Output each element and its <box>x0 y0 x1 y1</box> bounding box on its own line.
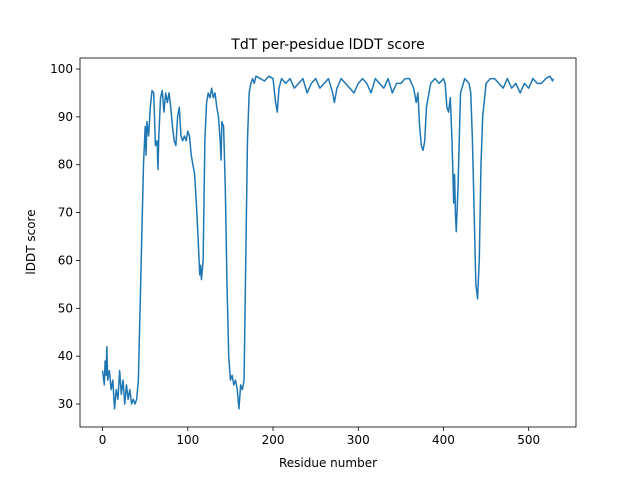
data-line <box>101 75 555 410</box>
y-tick-label: 100 <box>50 62 73 76</box>
y-tick-label: 30 <box>58 397 73 411</box>
y-tick-label: 70 <box>58 206 73 220</box>
y-tick-label: 60 <box>58 253 73 267</box>
y-axis-label: lDDT score <box>24 209 38 274</box>
y-tick-label: 50 <box>58 301 73 315</box>
y-tick-label: 90 <box>58 110 73 124</box>
x-tick-label: 0 <box>99 433 107 447</box>
x-tick-label: 100 <box>176 433 199 447</box>
y-tick-label: 40 <box>58 349 73 363</box>
chart-title: TdT per-pesidue lDDT score <box>230 37 424 53</box>
x-tick-label: 200 <box>262 433 285 447</box>
x-tick-label: 300 <box>347 433 370 447</box>
plot-frame <box>79 57 577 428</box>
x-tick-label: 400 <box>432 433 455 447</box>
y-tick-label: 80 <box>58 158 73 172</box>
x-axis-label: Residue number <box>279 456 377 470</box>
x-tick-label: 500 <box>517 433 540 447</box>
